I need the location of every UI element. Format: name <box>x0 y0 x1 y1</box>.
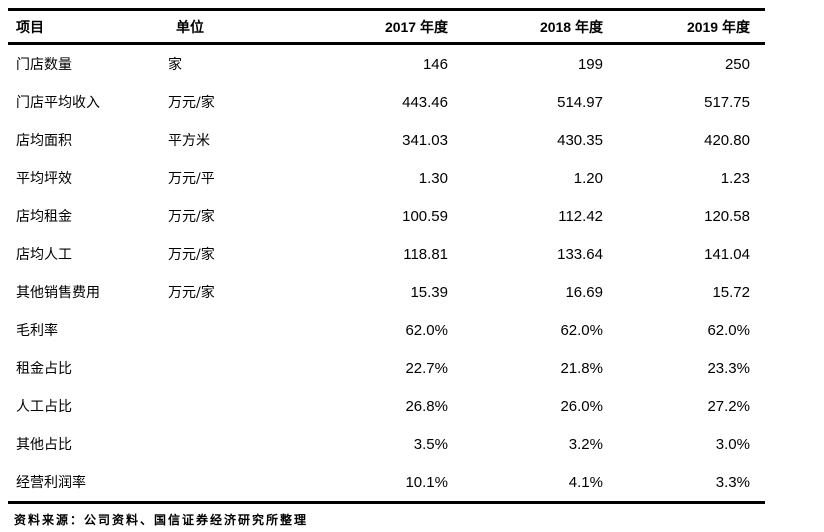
source-note: 资料来源：公司资料、国信证券经济研究所整理 <box>14 513 309 527</box>
item-cell: 毛利率 <box>16 323 58 339</box>
item-cell: 店均租金 <box>16 209 72 225</box>
value-cell: 26.8% <box>405 397 448 415</box>
value-cell: 22.7% <box>405 359 448 377</box>
value-cell: 4.1% <box>568 473 603 491</box>
value-cell: 100.59 <box>402 207 448 225</box>
value-cell: 27.2% <box>707 397 750 415</box>
table-row: 其他占比 3.5% 3.2% 3.0% <box>8 425 765 463</box>
value-cell: 62.0% <box>707 321 750 339</box>
value-cell: 10.1% <box>405 473 448 491</box>
item-cell: 平均坪效 <box>16 171 72 187</box>
table-row: 其他销售费用 万元/家 15.39 16.69 15.72 <box>8 273 765 311</box>
value-cell: 15.72 <box>712 283 750 301</box>
value-cell: 3.2% <box>568 435 603 453</box>
item-cell: 门店平均收入 <box>16 95 100 111</box>
value-cell: 443.46 <box>402 93 448 111</box>
financial-metrics-table: 项目 单位 2017 年度 2018 年度 2019 年度 门店数量 家 146… <box>8 8 765 504</box>
unit-cell: 家 <box>168 57 182 73</box>
column-header-year-2019: 2019 年度 <box>603 9 765 45</box>
unit-cell: 万元/家 <box>168 285 215 301</box>
column-header-item: 项目 <box>8 9 168 45</box>
value-cell: 146 <box>422 55 448 73</box>
value-cell: 3.5% <box>413 435 448 453</box>
item-cell: 其他占比 <box>16 437 72 453</box>
value-cell: 517.75 <box>704 93 750 111</box>
value-cell: 112.42 <box>558 207 603 225</box>
value-cell: 3.0% <box>715 435 750 453</box>
item-cell: 其他销售费用 <box>16 285 100 301</box>
column-header-year-2017: 2017 年度 <box>293 9 448 45</box>
value-cell: 23.3% <box>707 359 750 377</box>
table-row: 店均租金 万元/家 100.59 112.42 120.58 <box>8 197 765 235</box>
table-row: 租金占比 22.7% 21.8% 23.3% <box>8 349 765 387</box>
value-cell: 430.35 <box>557 131 603 149</box>
item-cell: 租金占比 <box>16 361 72 377</box>
unit-cell <box>168 311 293 349</box>
unit-cell: 万元/家 <box>168 209 215 225</box>
value-cell: 3.3% <box>715 473 750 491</box>
table-row: 经营利润率 10.1% 4.1% 3.3% <box>8 463 765 503</box>
value-cell: 1.20 <box>573 169 603 187</box>
value-cell: 62.0% <box>405 321 448 339</box>
table-row: 人工占比 26.8% 26.0% 27.2% <box>8 387 765 425</box>
value-cell: 16.69 <box>565 283 603 301</box>
unit-cell <box>168 463 293 503</box>
value-cell: 341.03 <box>402 131 448 149</box>
value-cell: 199 <box>577 55 603 73</box>
table-row: 门店平均收入 万元/家 443.46 514.97 517.75 <box>8 83 765 121</box>
value-cell: 250 <box>724 55 750 73</box>
value-cell: 120.58 <box>704 207 750 225</box>
header-row: 项目 单位 2017 年度 2018 年度 2019 年度 <box>8 9 765 45</box>
value-cell: 62.0% <box>560 321 603 339</box>
table-header: 项目 单位 2017 年度 2018 年度 2019 年度 <box>8 9 765 45</box>
column-header-year-2018: 2018 年度 <box>448 9 603 45</box>
item-cell: 店均面积 <box>16 133 72 149</box>
value-cell: 118.81 <box>403 245 448 263</box>
value-cell: 15.39 <box>410 283 448 301</box>
unit-cell <box>168 349 293 387</box>
unit-cell <box>168 425 293 463</box>
value-cell: 141.04 <box>704 245 750 263</box>
table-row: 门店数量 家 146 199 250 <box>8 44 765 84</box>
value-cell: 1.30 <box>418 169 448 187</box>
table-row: 店均面积 平方米 341.03 430.35 420.80 <box>8 121 765 159</box>
value-cell: 21.8% <box>560 359 603 377</box>
unit-cell: 万元/平 <box>168 171 215 187</box>
item-cell: 经营利润率 <box>16 475 86 491</box>
report-page: 项目 单位 2017 年度 2018 年度 2019 年度 门店数量 家 146… <box>0 8 824 532</box>
item-cell: 店均人工 <box>16 247 72 263</box>
value-cell: 1.23 <box>720 169 750 187</box>
item-cell: 门店数量 <box>16 57 72 73</box>
table-row: 毛利率 62.0% 62.0% 62.0% <box>8 311 765 349</box>
value-cell: 26.0% <box>560 397 603 415</box>
column-header-unit: 单位 <box>168 9 293 45</box>
unit-cell <box>168 387 293 425</box>
value-cell: 420.80 <box>704 131 750 149</box>
unit-cell: 万元/家 <box>168 247 215 263</box>
table-row: 平均坪效 万元/平 1.30 1.20 1.23 <box>8 159 765 197</box>
value-cell: 133.64 <box>557 245 603 263</box>
table-body: 门店数量 家 146 199 250 门店平均收入 万元/家 443.46 51… <box>8 44 765 503</box>
unit-cell: 万元/家 <box>168 95 215 111</box>
item-cell: 人工占比 <box>16 399 72 415</box>
unit-cell: 平方米 <box>168 133 210 149</box>
value-cell: 514.97 <box>557 93 603 111</box>
table-row: 店均人工 万元/家 118.81 133.64 141.04 <box>8 235 765 273</box>
